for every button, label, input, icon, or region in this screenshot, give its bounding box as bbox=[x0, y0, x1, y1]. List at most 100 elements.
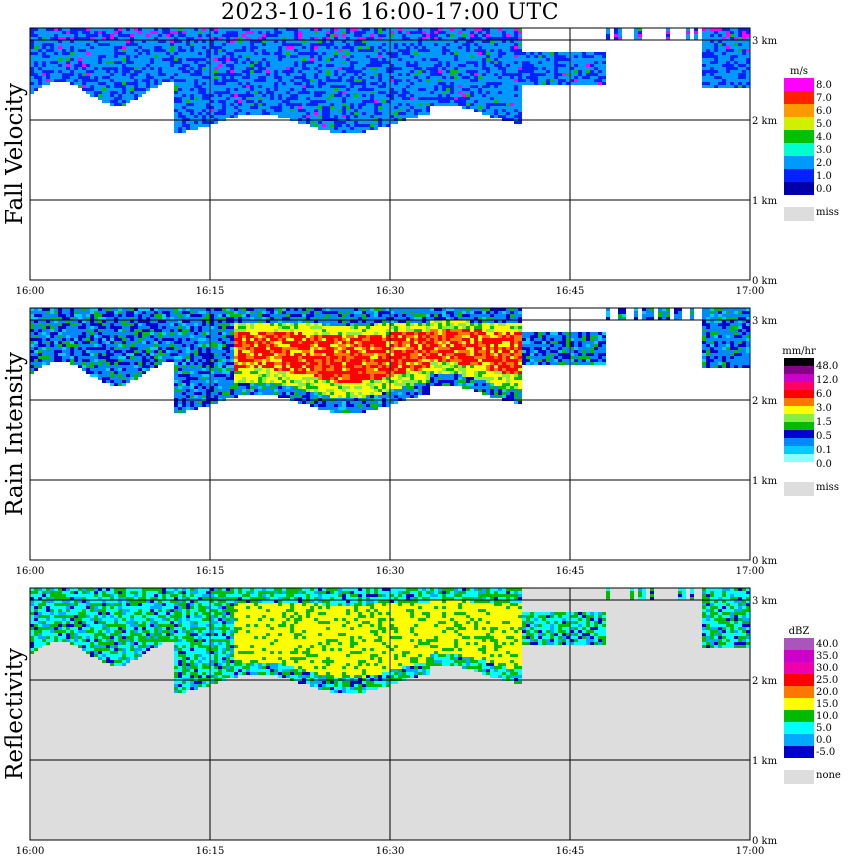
heatmap-cell bbox=[738, 34, 742, 37]
heatmap-cell bbox=[298, 31, 302, 34]
heatmap-cell bbox=[82, 79, 86, 82]
heatmap-cell bbox=[570, 55, 574, 58]
heatmap-cell bbox=[42, 353, 46, 356]
heatmap-cell bbox=[334, 64, 338, 67]
heatmap-cell bbox=[182, 371, 186, 374]
heatmap-cell bbox=[430, 46, 434, 49]
heatmap-cell bbox=[82, 73, 86, 76]
heatmap-cell bbox=[154, 28, 158, 31]
heatmap-cell bbox=[534, 52, 538, 55]
heatmap-cell bbox=[50, 52, 54, 55]
heatmap-cell bbox=[250, 112, 254, 115]
heatmap-cell bbox=[82, 320, 86, 323]
heatmap-cell bbox=[202, 37, 206, 40]
heatmap-cell bbox=[282, 70, 286, 73]
heatmap-cell bbox=[270, 94, 274, 97]
heatmap-cell bbox=[378, 28, 382, 31]
heatmap-cell bbox=[282, 103, 286, 106]
heatmap-cell bbox=[226, 61, 230, 64]
heatmap-cell bbox=[82, 61, 86, 64]
heatmap-cell bbox=[62, 43, 66, 46]
heatmap-cell bbox=[338, 34, 342, 37]
heatmap-cell bbox=[510, 61, 514, 64]
heatmap-cell bbox=[322, 61, 326, 64]
heatmap-cell bbox=[110, 46, 114, 49]
heatmap-cell bbox=[446, 97, 450, 100]
heatmap-cell bbox=[322, 115, 326, 118]
heatmap-cell bbox=[438, 64, 442, 67]
heatmap-cell bbox=[730, 70, 734, 73]
heatmap-cell bbox=[274, 58, 278, 61]
heatmap-cell bbox=[326, 46, 330, 49]
heatmap-cell bbox=[194, 61, 198, 64]
heatmap-cell bbox=[494, 58, 498, 61]
heatmap-cell bbox=[510, 91, 514, 94]
heatmap-cell bbox=[182, 347, 186, 350]
heatmap-cell bbox=[154, 311, 158, 314]
heatmap-cell bbox=[518, 49, 522, 52]
heatmap-cell bbox=[202, 64, 206, 67]
heatmap-cell bbox=[238, 67, 242, 70]
heatmap-cell bbox=[130, 335, 134, 338]
heatmap-cell bbox=[510, 88, 514, 91]
heatmap-cell bbox=[182, 341, 186, 344]
heatmap-cell bbox=[110, 64, 114, 67]
heatmap-cell bbox=[510, 46, 514, 49]
heatmap-cell bbox=[430, 82, 434, 85]
heatmap-cell bbox=[446, 49, 450, 52]
heatmap-cell bbox=[318, 109, 322, 112]
heatmap-cell bbox=[314, 97, 318, 100]
heatmap-cell bbox=[358, 73, 362, 76]
heatmap-cell bbox=[174, 362, 178, 365]
heatmap-cell bbox=[290, 52, 294, 55]
heatmap-cell bbox=[466, 67, 470, 70]
heatmap-cell bbox=[462, 55, 466, 58]
heatmap-cell bbox=[54, 311, 58, 314]
heatmap-cell bbox=[226, 28, 230, 31]
heatmap-cell bbox=[334, 103, 338, 106]
heatmap-cell bbox=[198, 37, 202, 40]
heatmap-cell bbox=[710, 40, 714, 43]
heatmap-cell bbox=[146, 55, 150, 58]
heatmap-cell bbox=[358, 106, 362, 109]
heatmap-cell bbox=[382, 100, 386, 103]
heatmap-cell bbox=[418, 85, 422, 88]
heatmap-cell bbox=[66, 73, 70, 76]
heatmap-cell bbox=[294, 67, 298, 70]
heatmap-cell bbox=[174, 389, 178, 392]
heatmap-cell bbox=[410, 31, 414, 34]
heatmap-cell bbox=[74, 64, 78, 67]
heatmap-cell bbox=[182, 43, 186, 46]
heatmap-cell bbox=[86, 356, 90, 359]
heatmap-cell bbox=[410, 73, 414, 76]
heatmap-cell bbox=[586, 55, 590, 58]
heatmap-cell bbox=[242, 58, 246, 61]
heatmap-cell bbox=[462, 91, 466, 94]
heatmap-cell bbox=[470, 97, 474, 100]
heatmap-cell bbox=[74, 82, 78, 85]
heatmap-cell bbox=[82, 347, 86, 350]
heatmap-cell bbox=[262, 61, 266, 64]
heatmap-cell bbox=[258, 40, 262, 43]
heatmap-cell bbox=[214, 103, 218, 106]
heatmap-cell bbox=[402, 64, 406, 67]
heatmap-cell bbox=[66, 350, 70, 353]
heatmap-cell bbox=[486, 64, 490, 67]
heatmap-cell bbox=[42, 329, 46, 332]
heatmap-cell bbox=[34, 88, 38, 91]
heatmap-cell bbox=[34, 76, 38, 79]
heatmap-cell bbox=[178, 365, 182, 368]
heatmap-cell bbox=[154, 338, 158, 341]
heatmap-cell bbox=[190, 124, 194, 127]
heatmap-cell bbox=[514, 34, 518, 37]
heatmap-cell bbox=[190, 31, 194, 34]
heatmap-cell bbox=[374, 46, 378, 49]
heatmap-cell bbox=[90, 314, 94, 317]
heatmap-cell bbox=[130, 97, 134, 100]
heatmap-cell bbox=[130, 308, 134, 311]
heatmap-cell bbox=[134, 61, 138, 64]
heatmap-cell bbox=[446, 70, 450, 73]
heatmap-cell bbox=[434, 103, 438, 106]
heatmap-cell bbox=[94, 43, 98, 46]
heatmap-cell bbox=[358, 109, 362, 112]
